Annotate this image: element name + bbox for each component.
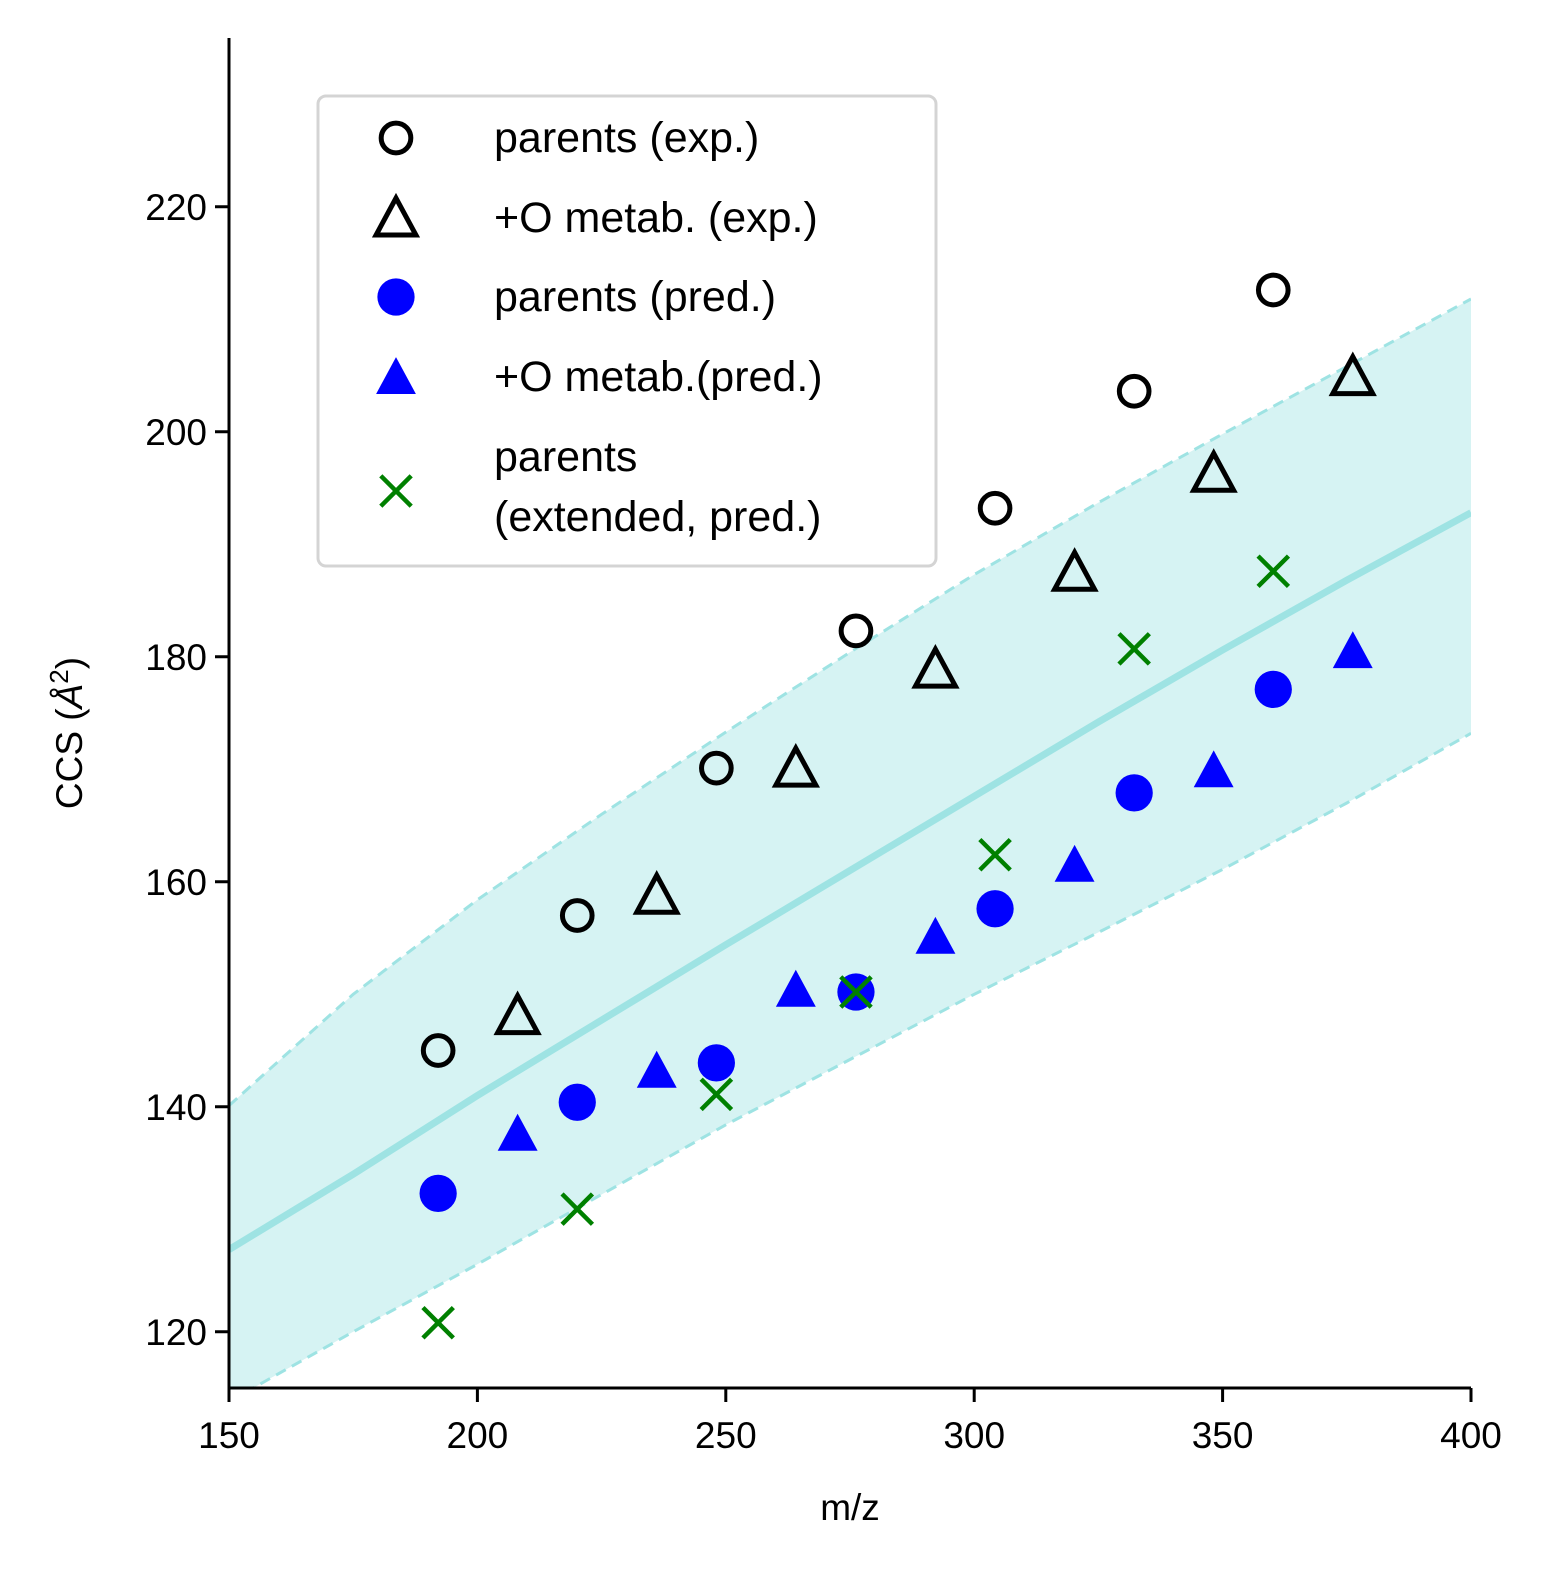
data-point-4-6 xyxy=(1256,554,1291,589)
data-point-1-0 xyxy=(493,990,542,1036)
band-fill xyxy=(229,299,1471,1388)
band-upper-line xyxy=(229,297,1471,1107)
data-point-0-2 xyxy=(699,750,734,786)
legend-marker-1 xyxy=(371,192,421,238)
legend-entry-1: +O metab. (exp.) xyxy=(371,192,818,242)
data-point-2-1 xyxy=(558,1083,596,1121)
data-point-0-3 xyxy=(838,613,874,649)
data-point-0-1 xyxy=(559,898,595,933)
y-tick-label: 200 xyxy=(145,412,207,453)
legend-label: +O metab.(pred.) xyxy=(494,353,823,401)
legend-box xyxy=(316,94,938,568)
legend-label: parents (exp.) xyxy=(494,114,759,162)
data-point-1-4 xyxy=(1050,547,1099,592)
legend-marker-0 xyxy=(378,120,414,156)
data-point-0-4 xyxy=(977,490,1013,526)
x-tick-label: 250 xyxy=(695,1415,757,1456)
data-point-4-4 xyxy=(978,837,1012,872)
legend-entry-4: parents (extended, pred.) xyxy=(379,433,821,541)
series-4 xyxy=(421,554,1291,1340)
prediction-band xyxy=(229,297,1471,1388)
data-point-1-6 xyxy=(1328,351,1377,397)
legend: parents (exp.) +O metab. (exp.) parents (p… xyxy=(316,94,938,568)
data-point-4-0 xyxy=(421,1305,455,1340)
data-point-3-0 xyxy=(497,1113,538,1151)
data-point-1-5 xyxy=(1189,448,1238,493)
y-tick-label: 120 xyxy=(145,1312,207,1353)
x-tick-label: 350 xyxy=(1192,1415,1254,1456)
band-lower-line xyxy=(249,731,1471,1388)
y-axis-label: CCS (Å2) xyxy=(44,657,90,809)
series-3 xyxy=(497,631,1373,1151)
legend-entry-0: parents (exp.) xyxy=(378,114,759,162)
data-point-2-5 xyxy=(1115,774,1153,812)
data-point-4-5 xyxy=(1117,632,1151,666)
x-tick-label: 150 xyxy=(198,1415,260,1456)
data-point-3-3 xyxy=(915,916,956,954)
data-point-3-1 xyxy=(636,1050,677,1088)
legend-label: +O metab. (exp.) xyxy=(494,194,818,242)
y-tick-label: 160 xyxy=(145,862,207,903)
data-point-0-0 xyxy=(420,1033,456,1068)
axes: 150 200 250 300 350 400 120 140 160 180 200 220 m/z C… xyxy=(44,38,1502,1528)
data-point-3-4 xyxy=(1054,844,1095,882)
legend-label: (extended, pred.) xyxy=(494,493,821,541)
legend-marker-2 xyxy=(377,278,415,316)
legend-entry-2: parents (pred.) xyxy=(377,273,776,321)
x-tick-label: 400 xyxy=(1440,1415,1502,1456)
series-1 xyxy=(493,351,1377,1036)
x-tick-label: 200 xyxy=(447,1415,509,1456)
x-axis-label: m/z xyxy=(820,1487,880,1528)
data-point-1-1 xyxy=(632,870,681,915)
y-tick-label: 220 xyxy=(145,187,207,228)
data-point-2-0 xyxy=(419,1174,457,1212)
data-point-0-6 xyxy=(1255,272,1291,308)
legend-label: parents xyxy=(494,433,637,481)
legend-entry-3: +O metab.(pred.) xyxy=(376,353,823,401)
data-point-2-6 xyxy=(1254,670,1292,708)
y-tick-label: 180 xyxy=(145,637,207,678)
legend-marker-4 xyxy=(379,474,413,508)
data-point-2-2 xyxy=(697,1044,735,1082)
series-0 xyxy=(420,272,1291,1068)
data-points xyxy=(419,272,1377,1340)
data-point-2-4 xyxy=(976,890,1014,928)
data-point-3-5 xyxy=(1193,750,1234,788)
x-tick-label: 300 xyxy=(943,1415,1005,1456)
legend-label: parents (pred.) xyxy=(494,273,776,321)
data-point-1-3 xyxy=(911,643,960,689)
data-point-0-5 xyxy=(1116,373,1152,409)
data-point-4-1 xyxy=(560,1192,595,1226)
data-point-4-3 xyxy=(839,975,873,1009)
data-point-3-2 xyxy=(775,969,816,1007)
data-point-3-6 xyxy=(1332,631,1373,669)
data-point-1-2 xyxy=(771,742,820,788)
y-tick-label: 140 xyxy=(145,1087,207,1128)
band-center-line xyxy=(229,509,1471,1253)
legend-marker-3 xyxy=(376,357,416,394)
data-point-4-2 xyxy=(699,1077,734,1112)
